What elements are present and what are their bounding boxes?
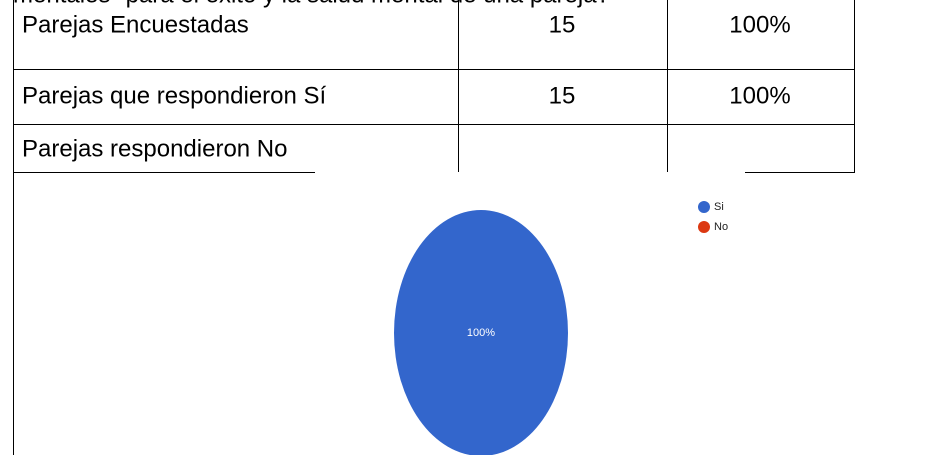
- table-borders: [13, 0, 855, 455]
- table-cell: 100%: [729, 82, 790, 109]
- legend-label: No: [714, 221, 728, 233]
- table-cell: 100%: [729, 11, 790, 38]
- pie-slice: [394, 210, 568, 455]
- legend-swatch: [698, 221, 710, 233]
- table-cell: Parejas Encuestadas: [22, 11, 249, 38]
- heading: mentales" para el éxito y la salud menta…: [13, 0, 610, 8]
- legend-label: Si: [714, 201, 724, 213]
- table-cell: Parejas que respondieron Sí: [22, 82, 327, 109]
- legend-swatch: [698, 201, 710, 213]
- table-cell: Parejas respondieron No: [22, 135, 288, 162]
- table-cell: 15: [549, 11, 576, 38]
- table-cell: 15: [549, 82, 576, 109]
- slice-label: 100%: [467, 327, 495, 339]
